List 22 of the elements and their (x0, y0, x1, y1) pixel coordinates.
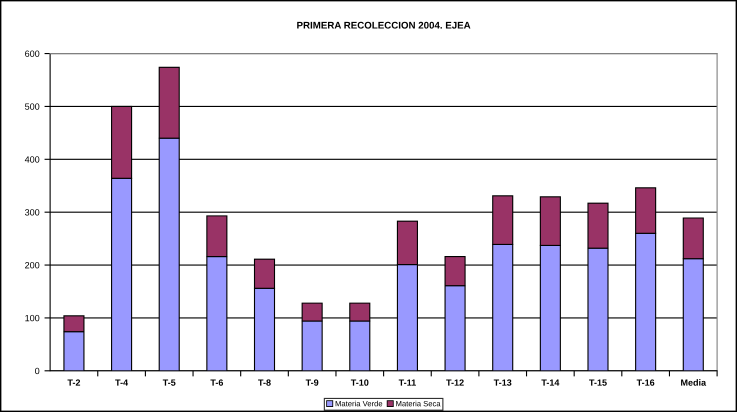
x-tick-label: T-16 (636, 379, 654, 386)
x-tick-label: T-10 (350, 379, 368, 386)
x-tick-label: T-11 (398, 379, 416, 386)
y-tick-label: 0 (35, 368, 40, 374)
x-tick-label: T-4 (115, 379, 128, 386)
y-tick-label: 100 (25, 314, 40, 322)
x-tick-label: T-14 (541, 379, 560, 386)
x-tick-label: T-13 (494, 379, 512, 386)
x-tick-label: Media (681, 379, 706, 386)
y-tick-label: 600 (25, 50, 40, 57)
x-tick-label: T-6 (210, 379, 224, 386)
x-tick-label: T-2 (68, 379, 80, 386)
y-tick-label: 300 (24, 209, 40, 216)
x-tick-label: T-9 (306, 379, 318, 386)
chart-title: PRIMERA RECOLECCION 2004. EJEA (297, 22, 470, 29)
y-tick-label: 200 (25, 262, 40, 268)
x-tick-label: T-15 (589, 379, 607, 386)
x-tick-label: T-8 (258, 379, 271, 386)
y-tick-label: 500 (25, 103, 40, 110)
y-tick-label: 400 (24, 156, 40, 163)
x-tick-label: T-5 (162, 379, 176, 386)
x-tick-label: T-12 (446, 379, 464, 386)
